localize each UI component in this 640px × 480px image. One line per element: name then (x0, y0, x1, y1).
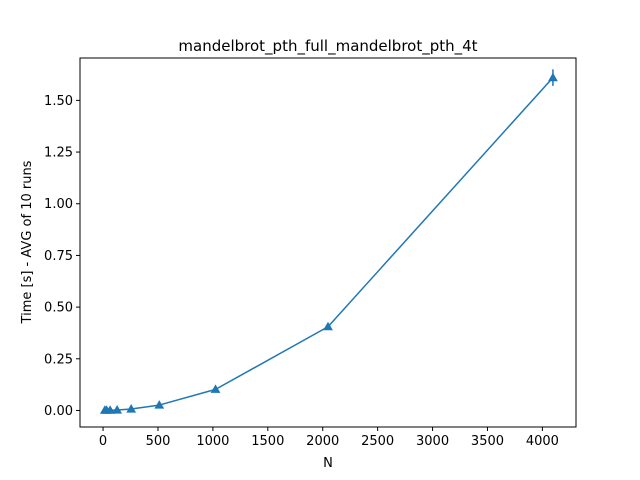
data-point-marker (323, 321, 333, 331)
y-tick-label: 0.75 (44, 249, 73, 264)
data-point-marker (105, 405, 115, 414)
plot-content (99, 69, 558, 414)
y-tick-label: 1.25 (44, 146, 73, 161)
data-point-marker (210, 384, 221, 393)
x-axis-label: N (323, 456, 333, 471)
data-point-marker (548, 72, 558, 82)
x-tick-label: 3000 (416, 434, 449, 449)
x-tick-label: 1500 (251, 434, 284, 449)
x-tick-label: 2000 (306, 434, 339, 449)
y-tick-label: 0.00 (44, 404, 73, 419)
plot-frame (79, 57, 577, 428)
y-axis-label: Time [s] - AVG of 10 runs (20, 160, 35, 324)
y-tick-label: 1.50 (44, 94, 73, 109)
y-axis-ticks: 0.00 0.25 0.50 0.75 1.00 1.25 1.50 (44, 94, 80, 419)
data-point-marker (126, 404, 137, 413)
x-tick-label: 3500 (471, 434, 504, 449)
x-tick-label: 2500 (361, 434, 394, 449)
x-tick-label: 500 (146, 434, 171, 449)
data-point-marker (154, 400, 165, 409)
y-tick-label: 0.50 (44, 301, 73, 316)
y-tick-label: 0.25 (44, 352, 73, 367)
y-tick-label: 1.00 (44, 197, 73, 212)
x-axis-ticks: 0 500 1000 1500 2000 2500 3000 3500 4000 (99, 427, 559, 449)
x-tick-label: 4000 (526, 434, 559, 449)
x-tick-label: 0 (99, 434, 107, 449)
data-point-marker (112, 405, 123, 414)
chart-title: mandelbrot_pth_full_mandelbrot_pth_4t (178, 37, 477, 56)
x-tick-label: 1000 (196, 434, 229, 449)
